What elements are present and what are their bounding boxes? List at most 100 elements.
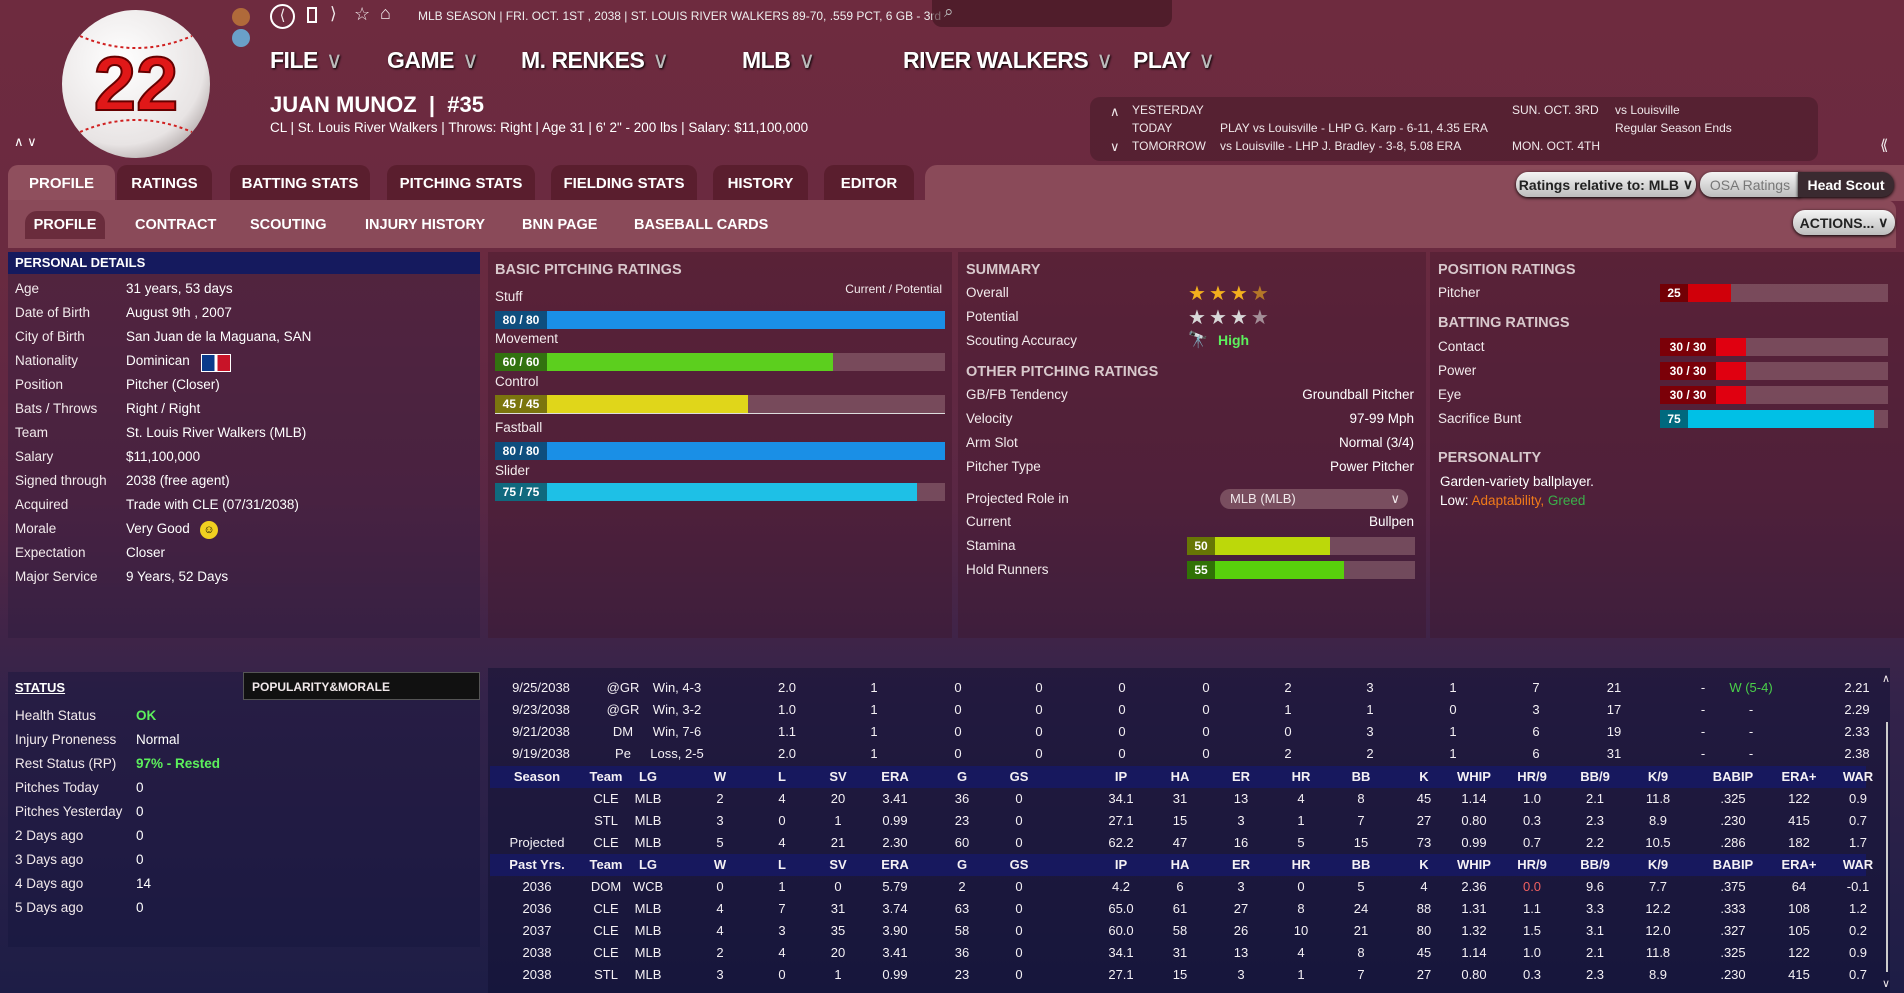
column-header[interactable]: BB/9 (1580, 769, 1610, 784)
personal-value[interactable]: Trade with CLE (07/31/2038) (126, 497, 299, 512)
today-game[interactable]: PLAY vs Louisville - LHP G. Karp - 6-11,… (1220, 121, 1488, 135)
column-header[interactable]: SV (829, 857, 847, 872)
osa-ratings-toggle[interactable]: OSA Ratings (1700, 172, 1800, 197)
game-icons[interactable] (232, 8, 252, 50)
schedule-down-icon[interactable]: ∨ (1110, 139, 1120, 154)
menu-file[interactable]: FILE ∨ (270, 47, 343, 73)
subtab-bnn-page[interactable]: BNN PAGE (522, 217, 598, 233)
column-header[interactable]: GS (1009, 857, 1029, 872)
column-header[interactable]: HR (1291, 857, 1311, 872)
tab-ratings[interactable]: RATINGS (117, 165, 212, 201)
column-header[interactable]: GS (1009, 769, 1029, 784)
column-header[interactable]: HR/9 (1517, 769, 1547, 784)
tab-pitching-stats[interactable]: PITCHING STATS (387, 165, 535, 201)
back-icon[interactable]: ⟨ (270, 4, 295, 29)
actions-button[interactable]: ACTIONS... ∨ (1793, 210, 1895, 235)
column-header[interactable]: ERA (881, 769, 909, 784)
personal-value[interactable]: St. Louis River Walkers (MLB) (126, 425, 307, 440)
column-header[interactable]: BABIP (1712, 769, 1754, 784)
star-icon[interactable]: ☆ (354, 4, 371, 24)
column-header[interactable]: K/9 (1647, 769, 1669, 784)
column-header[interactable]: HR (1291, 769, 1311, 784)
column-header[interactable]: K/9 (1647, 857, 1669, 872)
stat-cell: 10 (1293, 923, 1309, 938)
tab-history[interactable]: HISTORY (713, 165, 808, 201)
subtab-contract[interactable]: CONTRACT (135, 217, 217, 233)
subtab-baseball-cards[interactable]: BASEBALL CARDS (634, 217, 769, 233)
column-header[interactable]: L (778, 857, 786, 872)
column-header[interactable]: LG (638, 857, 658, 872)
stat-cell: 0.7 (1848, 813, 1868, 828)
column-header[interactable]: HA (1170, 769, 1190, 784)
column-header[interactable]: Team (589, 857, 623, 872)
status-label: Rest Status (RP) (15, 756, 117, 771)
forward-icon[interactable]: ⟩ (330, 4, 337, 23)
collapse-icon[interactable]: ⟪ (1880, 137, 1889, 154)
column-header[interactable]: WHIP (1457, 769, 1491, 784)
popularity-morale-tab[interactable]: POPULARITY&MORALE (243, 672, 480, 700)
tab-fielding-stats[interactable]: FIELDING STATS (551, 165, 697, 201)
column-header[interactable]: G (956, 769, 968, 784)
tab-editor[interactable]: EDITOR (824, 165, 914, 201)
column-header[interactable]: WAR (1842, 769, 1874, 784)
personal-label: Signed through (15, 473, 107, 488)
search-input[interactable]: ⌕ (932, 0, 1172, 27)
column-header[interactable]: IP (1114, 769, 1128, 784)
column-header[interactable]: HR/9 (1517, 857, 1547, 872)
column-header[interactable]: SV (829, 769, 847, 784)
column-header[interactable]: K (1419, 769, 1429, 784)
column-header[interactable]: LG (638, 769, 658, 784)
stat-cell: 64 (1791, 879, 1807, 894)
column-header[interactable]: BB/9 (1580, 857, 1610, 872)
menu-play[interactable]: PLAY ∨ (1133, 47, 1215, 73)
column-header[interactable]: ER (1231, 769, 1251, 784)
pitch-rating-bar: 80 / 80 (495, 442, 945, 460)
menu-game[interactable]: GAME ∨ (387, 47, 479, 73)
column-header[interactable]: BABIP (1712, 857, 1754, 872)
tab-batting-stats[interactable]: BATTING STATS (230, 165, 370, 201)
column-header[interactable]: Team (589, 769, 623, 784)
other-rating-value: Normal (3/4) (1338, 435, 1414, 450)
stat-cell: STL (594, 813, 618, 828)
ratings-relative-dropdown[interactable]: Ratings relative to: MLB ∨ (1516, 172, 1696, 197)
game-log-cell: 0 (1035, 746, 1043, 761)
column-header[interactable]: ER (1231, 857, 1251, 872)
logo-up-down-arrows[interactable]: ∧ ∨ (14, 134, 37, 149)
menu-mlb[interactable]: MLB ∨ (742, 47, 815, 73)
column-header[interactable]: Season (513, 769, 561, 784)
scrollbar[interactable]: ∧ ∨ (1882, 673, 1891, 990)
column-header[interactable]: BB (1351, 769, 1371, 784)
projected-role-select[interactable]: MLB (MLB) ∨ (1220, 489, 1408, 509)
stat-cell: 5 (1297, 835, 1305, 850)
schedule-up-icon[interactable]: ∧ (1110, 104, 1120, 119)
column-header[interactable]: ERA (881, 857, 909, 872)
subtab-injury-history[interactable]: INJURY HISTORY (365, 217, 486, 233)
column-header[interactable]: Past Yrs. (509, 857, 565, 872)
subtab-scouting[interactable]: SCOUTING (250, 217, 327, 233)
column-header[interactable]: WAR (1842, 857, 1874, 872)
column-header[interactable]: G (956, 857, 968, 872)
column-header[interactable]: W (713, 769, 727, 784)
stat-cell: 1 (1297, 813, 1305, 828)
home-icon[interactable]: ⌂ (380, 3, 391, 23)
tomorrow-game[interactable]: vs Louisville - LHP J. Bradley - 3-8, 5.… (1220, 139, 1462, 153)
column-header[interactable]: HA (1170, 857, 1190, 872)
menu-river-walkers[interactable]: RIVER WALKERS ∨ (903, 47, 1113, 73)
column-header[interactable]: IP (1114, 857, 1128, 872)
column-header[interactable]: L (778, 769, 786, 784)
status-tab[interactable]: STATUS (15, 680, 66, 695)
tab-profile[interactable]: PROFILE (8, 165, 115, 201)
column-header[interactable]: BB (1351, 857, 1371, 872)
column-header[interactable]: ERA+ (1781, 857, 1817, 872)
stat-cell: 0 (778, 967, 786, 982)
personal-label: Major Service (15, 569, 98, 584)
column-header[interactable]: WHIP (1457, 857, 1491, 872)
menu-manager[interactable]: M. RENKES ∨ (521, 47, 669, 73)
head-scout-toggle[interactable]: Head Scout (1798, 172, 1894, 197)
column-header[interactable]: ERA+ (1781, 769, 1817, 784)
subtab-profile[interactable]: PROFILE (25, 211, 105, 239)
column-header[interactable]: W (713, 857, 727, 872)
column-header[interactable]: K (1419, 857, 1429, 872)
game-log-cell: Pe (615, 746, 631, 761)
page-icon[interactable] (307, 7, 317, 23)
